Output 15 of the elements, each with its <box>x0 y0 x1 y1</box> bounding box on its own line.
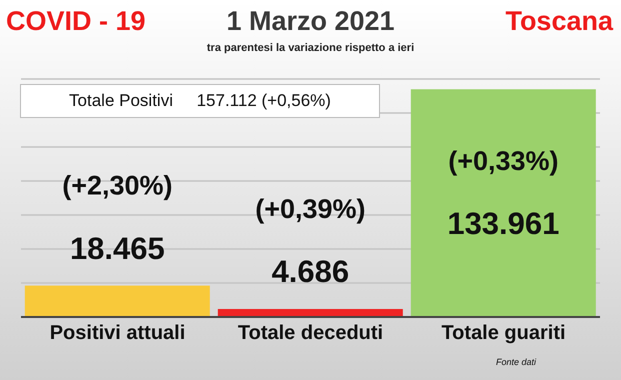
annotation: (+0,39%) <box>255 194 366 224</box>
data-label: 4.686 <box>272 254 350 290</box>
data-label: 133.961 <box>447 206 560 242</box>
text: Toscana <box>505 6 613 37</box>
text-box: Totale Positivi 157.112 (+0,56%) <box>20 84 380 118</box>
annotation: (+2,30%) <box>62 170 173 201</box>
chart-subtitle: 1 Marzo 2021 <box>226 6 395 36</box>
data-label: 18.465 <box>70 230 165 266</box>
chart-title: COVID - 19 <box>6 6 146 37</box>
x-tick-label: Positivi attuali <box>50 322 186 344</box>
text: tra parentesi la variazione rispetto a ieri <box>206 42 416 54</box>
x-tick-label: Totale deceduti <box>238 322 384 344</box>
annotation: (+0,33%) <box>448 146 559 176</box>
source-note: Fonte dati <box>496 357 536 367</box>
x-tick-label: Totale guariti <box>441 322 566 344</box>
